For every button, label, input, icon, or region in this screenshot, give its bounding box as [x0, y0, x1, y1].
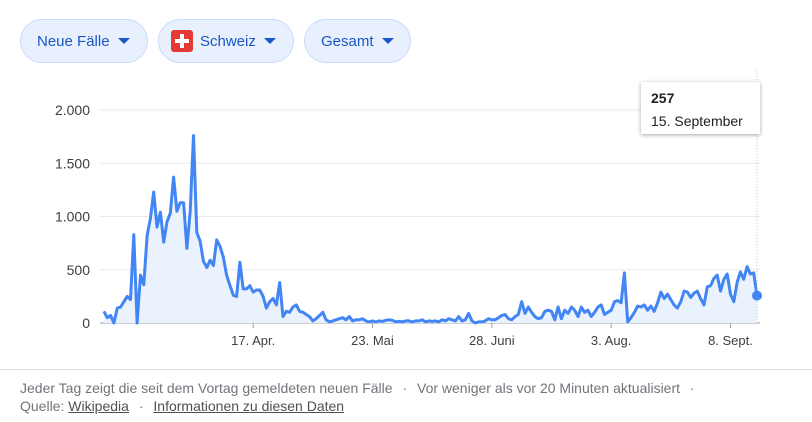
footer-separator: ·: [402, 380, 408, 396]
footer-note-line: Jeder Tag zeigt die seit dem Vortag geme…: [20, 380, 701, 396]
y-tick-label: 1.500: [55, 155, 90, 171]
metric-dropdown-label: Neue Fälle: [37, 32, 110, 50]
chart-y-axis: 0 500 1.000 1.500 2.000: [55, 102, 90, 331]
wikipedia-link[interactable]: Wikipedia: [68, 398, 129, 414]
x-tick-label: 8. Sept.: [708, 333, 753, 348]
swiss-flag-icon: [171, 30, 193, 52]
x-tick-label: 17. Apr.: [231, 333, 275, 348]
caret-down-icon: [263, 38, 276, 44]
caret-down-icon: [117, 38, 130, 44]
footer-source-label: Quelle:: [20, 398, 65, 414]
footer-divider: [0, 369, 812, 370]
y-tick-label: 2.000: [55, 102, 90, 118]
metric-dropdown[interactable]: Neue Fälle: [20, 19, 148, 63]
x-tick-label: 3. Aug.: [591, 333, 631, 348]
tooltip-value: 257: [651, 90, 675, 106]
x-tick-label: 23. Mai: [351, 333, 394, 348]
x-tick-label: 28. Juni: [469, 333, 515, 348]
data-info-link[interactable]: Informationen zu diesen Daten: [153, 398, 345, 414]
chart-x-axis: 17. Apr. 23. Mai 28. Juni 3. Aug. 8. Sept.: [231, 323, 753, 348]
chart-tooltip: 257 15. September: [641, 82, 760, 134]
y-tick-label: 1.000: [55, 209, 90, 225]
chart-area-fill: [104, 135, 757, 323]
new-cases-chart[interactable]: 0 500 1.000 1.500 2.000 17. Apr. 23. Mai 28. J…: [0, 70, 812, 365]
footer-separator: ·: [689, 380, 695, 396]
footer-separator: ·: [138, 398, 144, 414]
chart-hover-point[interactable]: [752, 290, 762, 301]
region-dropdown[interactable]: Schweiz: [158, 19, 294, 63]
period-dropdown[interactable]: Gesamt: [304, 19, 411, 63]
region-dropdown-label: Schweiz: [200, 32, 256, 50]
y-tick-label: 0: [82, 315, 90, 331]
chart-series-line: [102, 134, 759, 325]
footer-updated: Vor weniger als vor 20 Minuten aktualisi…: [417, 380, 681, 396]
tooltip-date: 15. September: [651, 113, 743, 129]
period-dropdown-label: Gesamt: [321, 32, 374, 50]
y-tick-label: 500: [67, 262, 91, 278]
footer-source-line: Quelle: Wikipedia · Informationen zu die…: [20, 398, 344, 414]
footer-note: Jeder Tag zeigt die seit dem Vortag geme…: [20, 380, 393, 396]
caret-down-icon: [381, 38, 394, 44]
